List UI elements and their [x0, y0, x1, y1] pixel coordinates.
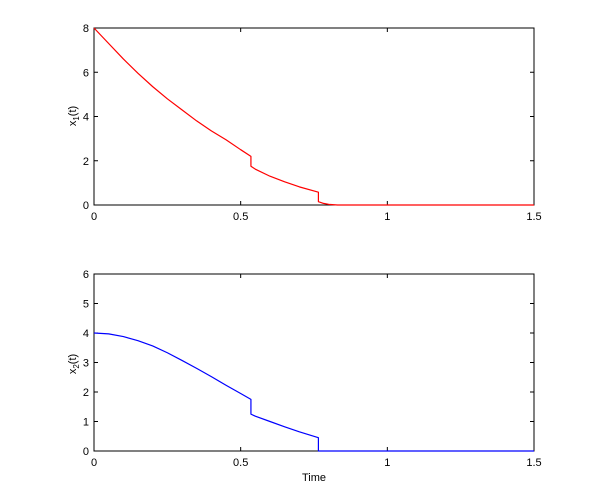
x-tick-label-x1-2: 1 — [384, 211, 390, 223]
y-axis-label-x2: x2(t) — [67, 354, 81, 374]
y-tick-label-x1-2: 4 — [83, 112, 89, 124]
tick-group-x2: 0 0.5 1 1.5 0 1 2 3 4 5 6 — [83, 269, 542, 469]
series-line-x1-0 — [93, 27, 534, 206]
y-tick-label-x2-3: 3 — [83, 358, 89, 370]
x-axis-label-time: Time — [302, 472, 326, 484]
plot-frame-x2 — [93, 273, 535, 452]
series-layer-x2 — [93, 332, 534, 452]
subplot-x2: 0 0.5 1 1.5 0 1 2 3 4 5 6 x2(t) Time — [67, 269, 542, 484]
y-tick-label-x1-3: 6 — [83, 67, 89, 79]
x-tick-label-x1-3: 1.5 — [526, 211, 541, 223]
y-tick-label-x1-4: 8 — [83, 23, 89, 35]
y-tick-label-x2-6: 6 — [83, 269, 89, 281]
series-layer-x1 — [93, 27, 534, 206]
y-tick-label-x2-2: 2 — [83, 387, 89, 399]
y-tick-label-x1-0: 0 — [83, 200, 89, 212]
x-tick-label-x2-1: 0.5 — [233, 457, 248, 469]
tick-group-x1: 0 0.5 1 1.5 0 2 4 6 8 — [83, 23, 542, 223]
x-tick-label-x2-2: 1 — [384, 457, 390, 469]
y-tick-label-x2-5: 5 — [83, 299, 89, 311]
series-line-x2-0 — [93, 332, 534, 452]
x-tick-label-x1-0: 0 — [91, 211, 97, 223]
y-tick-label-x2-4: 4 — [83, 328, 89, 340]
y-tick-label-x2-1: 1 — [83, 417, 89, 429]
x-tick-label-x2-0: 0 — [91, 457, 97, 469]
y-tick-label-x1-1: 2 — [83, 156, 89, 168]
x-tick-label-x1-1: 0.5 — [233, 211, 248, 223]
y-axis-label-x1: x1(t) — [67, 106, 81, 126]
y-tick-label-x2-0: 0 — [83, 446, 89, 458]
plot-frame-x1 — [93, 27, 535, 206]
subplot-x1: 0 0.5 1 1.5 0 2 4 6 8 x1(t) — [67, 23, 542, 223]
x-tick-label-x2-3: 1.5 — [526, 457, 541, 469]
